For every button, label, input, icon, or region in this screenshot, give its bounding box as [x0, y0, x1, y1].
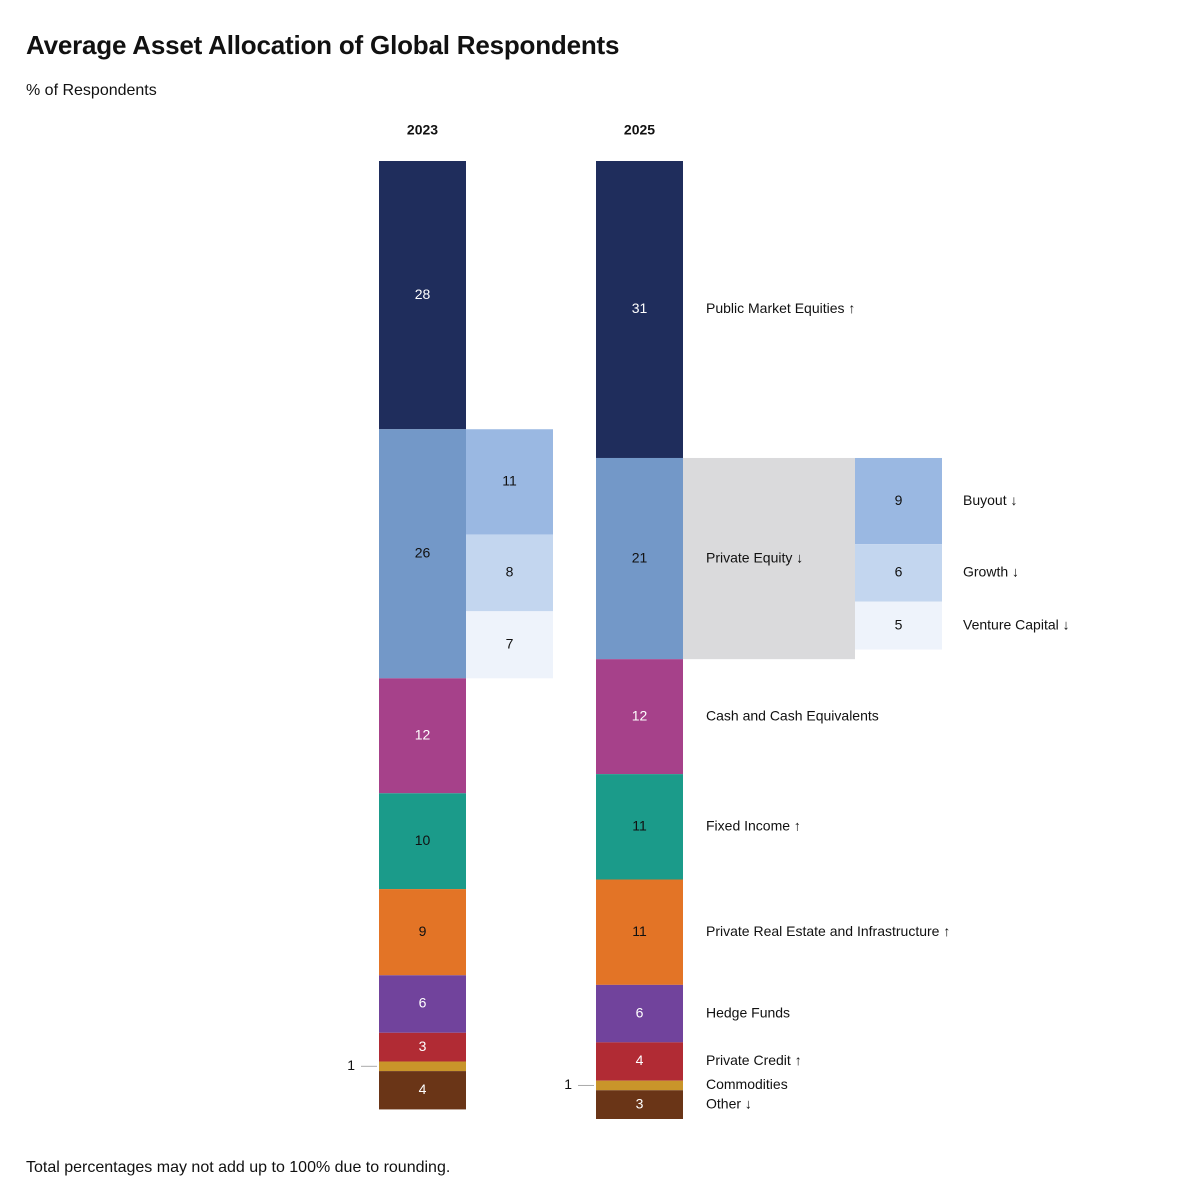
legend-label-fixed-income: Fixed Income ↑ [706, 818, 801, 834]
breakdown-segment-venture-capital-2023 [466, 611, 553, 679]
bar-segment-private-credit-2025 [596, 1042, 683, 1081]
breakdown-segment-buyout-2025 [855, 457, 942, 545]
bar-segment-private-equity-2025 [596, 457, 683, 660]
data-label-hedge-funds-2023: 6 [419, 995, 427, 1011]
breakdown-segment-buyout-2023 [466, 429, 553, 535]
bar-segment-other-2025 [596, 1090, 683, 1119]
data-label-private-credit-2023: 3 [419, 1038, 427, 1054]
breakdown-label-buyout-2023: 11 [502, 473, 517, 489]
legend-label-private-credit: Private Credit ↑ [706, 1052, 802, 1068]
bar-segment-private-real-estate-and-infrastructure-2025 [596, 879, 683, 985]
footnote: Total percentages may not add up to 100%… [26, 1159, 451, 1176]
bar-segment-commodities-2025 [596, 1080, 683, 1091]
data-label-public-market-equities-2023: 28 [415, 286, 431, 302]
breakdown-segment-growth-2023 [466, 534, 553, 612]
data-label-private-credit-2025: 4 [636, 1052, 644, 1068]
legend-label-private-equity: Private Equity ↓ [706, 549, 803, 565]
legend-label-growth: Growth ↓ [963, 564, 1019, 580]
bar-segment-hedge-funds-2023 [379, 975, 466, 1033]
data-label-other-2025: 3 [636, 1095, 644, 1111]
data-label-public-market-equities-2025: 31 [632, 300, 648, 316]
private-equity-highlight-band [683, 457, 855, 660]
bar-segment-hedge-funds-2025 [596, 984, 683, 1043]
bar-segment-private-credit-2023 [379, 1032, 466, 1062]
breakdown-segment-venture-capital-2025 [855, 601, 942, 650]
data-label-cash-and-cash-equivalents-2025: 12 [632, 707, 648, 723]
data-label-fixed-income-2023: 10 [415, 832, 431, 848]
bar-segment-private-equity-2023 [379, 429, 466, 679]
legend-label-commodities: Commodities [706, 1076, 788, 1092]
bar-segment-fixed-income-2025 [596, 774, 683, 880]
bar-segment-fixed-income-2023 [379, 793, 466, 890]
legend-label-venture-capital: Venture Capital ↓ [963, 616, 1070, 632]
bar-segment-public-market-equities-2025 [596, 161, 683, 458]
bar-segment-cash-and-cash-equivalents-2025 [596, 659, 683, 775]
bar-segment-private-real-estate-and-infrastructure-2023 [379, 889, 466, 976]
breakdown-label-buyout-2025: 9 [895, 492, 903, 508]
chart-subtitle: % of Respondents [26, 82, 157, 99]
legend-label-buyout: Buyout ↓ [963, 492, 1017, 508]
bar-segment-commodities-2023 [379, 1061, 466, 1072]
data-label-private-real-estate-and-infrastructure-2023: 9 [419, 923, 427, 939]
bar-segment-other-2023 [379, 1071, 466, 1110]
bar-segment-cash-and-cash-equivalents-2023 [379, 678, 466, 794]
chart-title: Average Asset Allocation of Global Respo… [26, 30, 620, 60]
breakdown-label-venture-capital-2025: 5 [895, 616, 903, 632]
bar-segment-public-market-equities-2023 [379, 161, 466, 430]
data-label-hedge-funds-2025: 6 [636, 1004, 644, 1020]
data-label-fixed-income-2025: 11 [632, 818, 647, 834]
legend-label-cash-and-cash-equivalents: Cash and Cash Equivalents [706, 707, 879, 723]
legend-label-hedge-funds: Hedge Funds [706, 1004, 790, 1020]
data-label-private-equity-2025: 21 [632, 549, 648, 565]
breakdown-label-venture-capital-2023: 7 [506, 635, 514, 651]
data-label-commodities-2023: 1 [347, 1057, 355, 1073]
data-label-private-real-estate-and-infrastructure-2025: 11 [632, 923, 647, 939]
breakdown-label-growth-2023: 8 [506, 564, 514, 580]
legend-label-private-real-estate-and-infrastructure: Private Real Estate and Infrastructure ↑ [706, 923, 950, 939]
legend-label-other: Other ↓ [706, 1095, 752, 1111]
legend-label-public-market-equities: Public Market Equities ↑ [706, 300, 855, 316]
data-label-cash-and-cash-equivalents-2023: 12 [415, 727, 431, 743]
breakdown-segment-growth-2025 [855, 544, 942, 602]
data-label-commodities-2025: 1 [564, 1076, 572, 1092]
data-label-other-2023: 4 [419, 1081, 427, 1097]
data-label-private-equity-2023: 26 [415, 544, 431, 560]
year-label-2023: 2023 [407, 122, 438, 138]
breakdown-label-growth-2025: 6 [895, 564, 903, 580]
year-label-2025: 2025 [624, 122, 655, 138]
